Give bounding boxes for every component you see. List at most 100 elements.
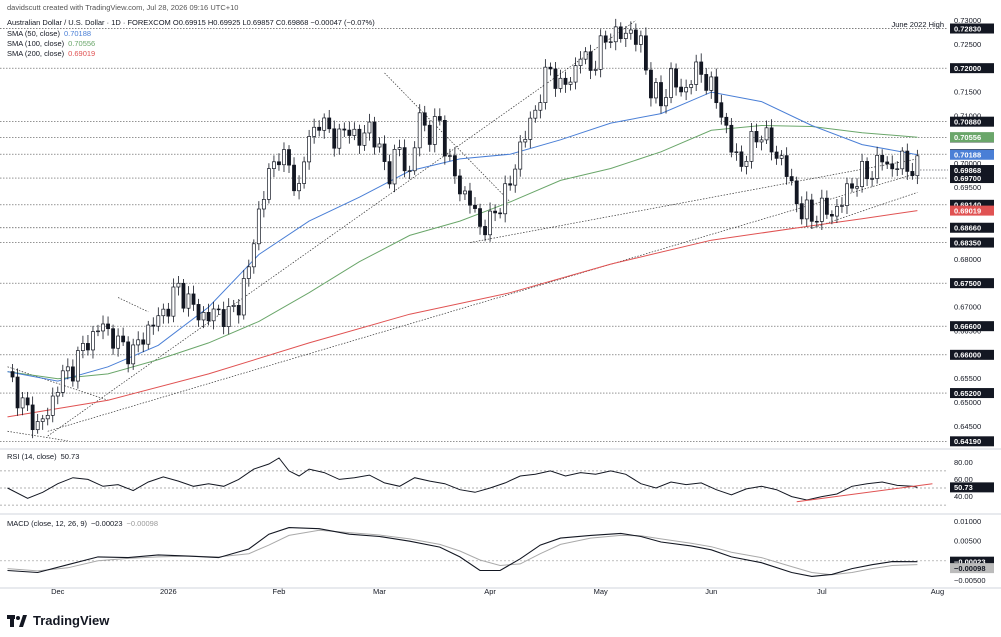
candle[interactable] — [81, 335, 85, 359]
candle[interactable] — [246, 259, 251, 287]
candle[interactable] — [860, 153, 864, 193]
candle[interactable] — [261, 191, 266, 218]
candle[interactable] — [136, 331, 141, 353]
candle[interactable] — [322, 113, 327, 139]
candle[interactable] — [101, 315, 105, 340]
candle[interactable] — [266, 163, 271, 204]
candle[interactable] — [146, 320, 151, 350]
candle[interactable] — [407, 165, 412, 180]
candle[interactable] — [593, 60, 598, 76]
candle[interactable] — [20, 391, 25, 416]
candle[interactable] — [282, 142, 286, 173]
candle[interactable] — [915, 149, 920, 185]
candle[interactable] — [251, 239, 256, 274]
candle[interactable] — [829, 210, 834, 225]
candle[interactable] — [799, 196, 804, 225]
candle[interactable] — [824, 190, 829, 219]
candle[interactable] — [503, 175, 508, 223]
candle[interactable] — [689, 80, 694, 95]
candle[interactable] — [583, 47, 588, 65]
candle[interactable] — [116, 328, 121, 357]
candle[interactable] — [327, 109, 332, 133]
candle[interactable] — [458, 169, 462, 202]
candle[interactable] — [412, 141, 417, 175]
candle[interactable] — [885, 156, 890, 169]
candle[interactable] — [498, 207, 503, 219]
candle[interactable] — [50, 387, 55, 423]
candle[interactable] — [910, 162, 915, 180]
candle[interactable] — [156, 307, 161, 332]
candle[interactable] — [272, 155, 276, 178]
candle[interactable] — [523, 130, 528, 148]
candle[interactable] — [241, 269, 246, 320]
candle[interactable] — [35, 414, 40, 434]
candle[interactable] — [764, 120, 769, 144]
candle[interactable] — [292, 157, 296, 196]
candle[interactable] — [206, 303, 211, 326]
candle[interactable] — [447, 148, 452, 162]
candle[interactable] — [850, 178, 854, 193]
candle[interactable] — [402, 139, 407, 178]
candle[interactable] — [483, 219, 487, 242]
candle[interactable] — [659, 75, 663, 114]
candle[interactable] — [151, 317, 156, 335]
candle[interactable] — [754, 123, 759, 149]
candle[interactable] — [377, 137, 382, 153]
price-axis[interactable]: 0.73000 0.72500 0.71500 0.71000 0.70000 0.695… — [950, 16, 994, 585]
candle[interactable] — [493, 204, 498, 222]
candle[interactable] — [427, 120, 432, 152]
candle[interactable] — [739, 145, 744, 172]
candle[interactable] — [518, 135, 523, 177]
candle[interactable] — [473, 197, 477, 213]
candle[interactable] — [890, 155, 895, 177]
candle[interactable] — [437, 108, 442, 126]
candle[interactable] — [181, 279, 186, 313]
candle[interactable] — [166, 302, 171, 324]
candle[interactable] — [679, 78, 684, 97]
candle[interactable] — [452, 147, 457, 184]
candle[interactable] — [804, 191, 809, 227]
candle[interactable] — [724, 112, 729, 134]
time-axis[interactable]: Dec 2026 Feb Mar Apr May Jun Jul Aug — [51, 587, 944, 596]
candle[interactable] — [40, 414, 45, 430]
sma100-legend[interactable]: SMA (100, close) 0.70556 — [7, 39, 95, 49]
candle[interactable] — [543, 59, 548, 110]
candle[interactable] — [337, 123, 342, 155]
candle[interactable] — [769, 119, 774, 161]
candle[interactable] — [141, 332, 146, 353]
candle[interactable] — [729, 118, 734, 158]
candle[interactable] — [508, 175, 513, 191]
candle[interactable] — [553, 62, 558, 97]
candle[interactable] — [417, 104, 422, 157]
candle[interactable] — [749, 123, 754, 169]
candle[interactable] — [186, 286, 191, 317]
candle[interactable] — [779, 150, 784, 166]
candle[interactable] — [432, 108, 437, 153]
candle[interactable] — [211, 301, 216, 330]
candle[interactable] — [704, 68, 709, 95]
candle[interactable] — [608, 33, 613, 49]
candle[interactable] — [905, 143, 910, 180]
candle[interactable] — [96, 324, 100, 337]
candle[interactable] — [714, 68, 719, 109]
candle[interactable] — [468, 182, 472, 214]
candle[interactable] — [297, 175, 301, 200]
candle[interactable] — [814, 215, 819, 228]
candle[interactable] — [397, 139, 402, 157]
candle[interactable] — [674, 63, 678, 96]
candle[interactable] — [312, 118, 317, 144]
candle[interactable] — [342, 122, 347, 137]
rsi-legend[interactable]: RSI (14, close) 50.73 — [7, 452, 79, 462]
candle[interactable] — [638, 30, 643, 53]
macd-legend[interactable]: MACD (close, 12, 26, 9) −0.00023 −0.00098 — [7, 519, 158, 529]
candle[interactable] — [734, 143, 739, 161]
candle[interactable] — [588, 44, 593, 80]
candle[interactable] — [548, 62, 553, 76]
candle[interactable] — [106, 316, 110, 336]
candle[interactable] — [196, 298, 201, 327]
candle[interactable] — [15, 368, 20, 416]
candle[interactable] — [900, 147, 905, 175]
candle[interactable] — [744, 155, 749, 175]
candle[interactable] — [387, 154, 392, 189]
candle[interactable] — [171, 278, 176, 323]
